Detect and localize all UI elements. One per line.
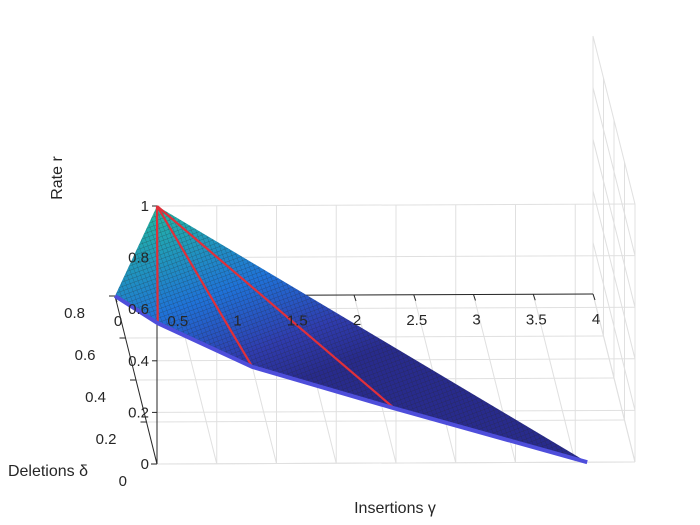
- z-tick-label: 0.2: [128, 404, 149, 421]
- back-wall-gridline-rate: [156, 409, 636, 413]
- y-tick-label: 0.2: [96, 431, 117, 448]
- x-tick-label: 1: [233, 313, 241, 330]
- z-axis-label: Rate r: [49, 156, 66, 200]
- rate-surface: [113, 205, 588, 465]
- blue-boundary-curve: [113, 294, 588, 465]
- x-tick-label: 0.5: [167, 313, 188, 330]
- x-tick-label: 2: [353, 312, 361, 329]
- side-wall-gridline-rate: [592, 87, 636, 256]
- back-wall-gridline-rate: [156, 203, 636, 207]
- side-wall-gridline-rate: [592, 139, 636, 308]
- x-tick-label: 3.5: [526, 311, 547, 328]
- x-tick-mark: [473, 294, 476, 301]
- y-tick-label: 0.4: [85, 389, 106, 406]
- x-tick-label: 4: [592, 311, 600, 328]
- x-tick-mark: [353, 294, 357, 302]
- y-tick-label: 0.6: [75, 347, 96, 364]
- z-tick-label: 1: [141, 198, 149, 215]
- x-tick-label: 1.5: [287, 312, 308, 329]
- z-tick-label: 0: [141, 456, 149, 473]
- y-tick-label: 0.8: [64, 305, 85, 322]
- z-tick-label: 0.4: [128, 353, 149, 370]
- y-axis-label: Deletions δ: [8, 463, 88, 480]
- side-wall-gridline-rate: [592, 242, 636, 411]
- x-tick-label: 2.5: [406, 312, 427, 329]
- y-tick-label: 0: [119, 473, 127, 490]
- x-tick-mark: [413, 294, 417, 301]
- x-tick-mark: [592, 293, 596, 301]
- x-tick-label: 3: [472, 312, 480, 329]
- side-wall-gridline-rate: [592, 190, 636, 359]
- floor-gridline-delta: [146, 419, 625, 423]
- red-contour-line: [155, 205, 159, 324]
- z-tick-label: 0.6: [128, 301, 149, 318]
- side-wall-gridline-rate: [592, 293, 636, 463]
- x-tick-label: 0: [114, 313, 122, 330]
- z-tick-label: 0.8: [128, 250, 149, 267]
- side-wall-gridline-rate: [592, 35, 636, 205]
- red-contour-line: [156, 205, 254, 368]
- back-wall-gridline-rate: [156, 461, 636, 465]
- x-axis-label: Insertions γ: [354, 500, 436, 517]
- x-tick-mark: [532, 294, 536, 301]
- red-contour-line: [156, 205, 396, 410]
- tick-labels: 0 0.5 1 1.5 2 2.5 3 3.5 4 0 0.2 0.4 0.6 0.8 0 0.2 0.4 0.6…: [64, 198, 600, 490]
